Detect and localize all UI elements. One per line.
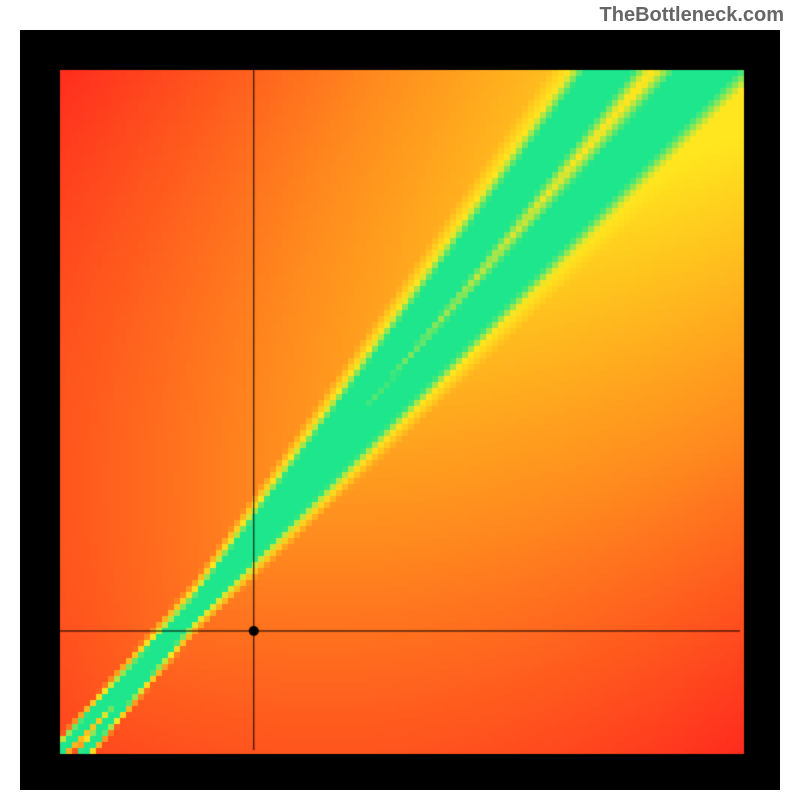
- chart-outer-frame: [20, 30, 780, 790]
- bottleneck-heatmap-canvas: [20, 30, 780, 790]
- watermark: TheBottleneck.com: [4, 0, 796, 30]
